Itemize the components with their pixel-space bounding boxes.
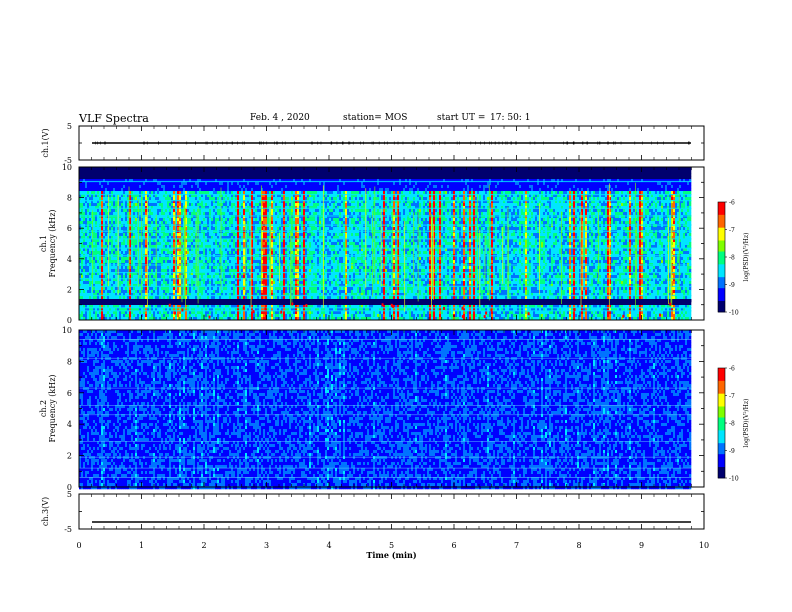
x-tick-label: 5 — [389, 541, 394, 550]
red-spot — [574, 308, 576, 311]
red-spot — [391, 304, 393, 307]
start-ut-value: 17: 50: 1 — [490, 113, 530, 123]
y-tick-label: 6 — [67, 389, 72, 398]
y-tick-label: 6 — [67, 224, 72, 233]
red-spot — [485, 312, 487, 315]
colorbar-tick-label: -8 — [729, 255, 735, 262]
x-tick-label: 1 — [139, 541, 144, 550]
red-spot — [462, 307, 464, 310]
red-spot — [174, 311, 176, 314]
colorbar-tick-label: -9 — [729, 282, 735, 289]
red-spot — [280, 311, 282, 314]
red-spot — [443, 307, 445, 310]
x-tick-label: 10 — [699, 541, 709, 550]
colorbar-tick-label: -6 — [729, 366, 735, 373]
y-tick-label: 8 — [67, 357, 72, 366]
y-axis-label: ch.1(V) — [41, 128, 50, 157]
red-spot — [181, 308, 183, 311]
red-spot — [382, 303, 384, 306]
red-spot — [484, 315, 486, 318]
colorbar-tick-label: -7 — [729, 227, 735, 234]
red-spot — [243, 307, 245, 310]
y-tick-label: -5 — [64, 525, 72, 534]
y-tick-label: 0 — [67, 316, 72, 325]
colorbar-tick-label: -7 — [729, 393, 735, 400]
red-spot — [264, 307, 266, 310]
y-axis-label-frequency: Frequency (kHz) — [48, 209, 57, 277]
colorbar-tick-label: -9 — [729, 448, 735, 455]
colorbar-label: log(PSD)(V²/Hz) — [743, 399, 750, 448]
station-label: station= MOS — [343, 113, 407, 123]
red-spot — [305, 304, 307, 307]
y-axis-label-frequency: Frequency (kHz) — [48, 374, 57, 442]
y-tick-label: 8 — [67, 194, 72, 203]
x-tick-label: 6 — [451, 541, 456, 550]
x-tick-label: 7 — [514, 541, 519, 550]
y-axis-label-channel: ch.1 — [39, 235, 48, 252]
y-tick-label: 4 — [67, 420, 72, 429]
x-tick-label: 4 — [326, 541, 331, 550]
red-spot — [669, 303, 671, 306]
x-tick-label: 2 — [201, 541, 206, 550]
spectrogram-ch2 — [79, 330, 704, 489]
x-axis-label: Time (min) — [366, 550, 416, 560]
colorbar-label: log(PSD)(V²/Hz) — [743, 233, 750, 282]
y-axis-label-channel: ch.2 — [39, 400, 48, 417]
y-axis-label: ch.3(V) — [41, 497, 50, 526]
red-spot — [528, 312, 530, 315]
red-spot — [252, 310, 254, 313]
red-spot — [209, 316, 211, 319]
x-tick-label: 9 — [639, 541, 644, 550]
y-tick-label: 10 — [62, 163, 72, 172]
y-tick-label: 5 — [67, 122, 72, 131]
red-spot — [659, 314, 661, 317]
colorbar-tick-label: -8 — [729, 421, 735, 428]
y-tick-label: 2 — [67, 452, 72, 461]
red-spot — [101, 316, 103, 319]
date-label: Feb. 4 , 2020 — [250, 113, 310, 123]
spectrogram-ch1 — [79, 167, 704, 320]
start-ut-label: start UT = — [437, 113, 485, 123]
dark-band — [79, 299, 692, 302]
x-tick-label: 8 — [576, 541, 581, 550]
figure-title: VLF Spectra — [79, 112, 149, 125]
red-spot — [490, 308, 492, 311]
red-spot — [462, 315, 464, 318]
y-tick-label: 10 — [62, 326, 72, 335]
y-tick-label: 5 — [67, 490, 72, 499]
vlf-spectra-figure: 5-5ch.1(V)0246810ch.1 Frequency (kHz)-6-7… — [0, 0, 792, 612]
red-spot — [622, 315, 624, 318]
red-spot — [169, 304, 171, 307]
colorbar-tick-label: -10 — [729, 310, 739, 317]
red-spot — [291, 302, 293, 305]
y-tick-label: 4 — [67, 255, 72, 264]
y-tick-label: 2 — [67, 285, 72, 294]
x-tick-label: 3 — [264, 541, 269, 550]
colorbar-tick-label: -10 — [729, 476, 739, 483]
waveform-panel-frame — [79, 494, 704, 529]
colorbar-tick-label: -6 — [729, 200, 735, 207]
x-tick-label: 0 — [76, 541, 81, 550]
